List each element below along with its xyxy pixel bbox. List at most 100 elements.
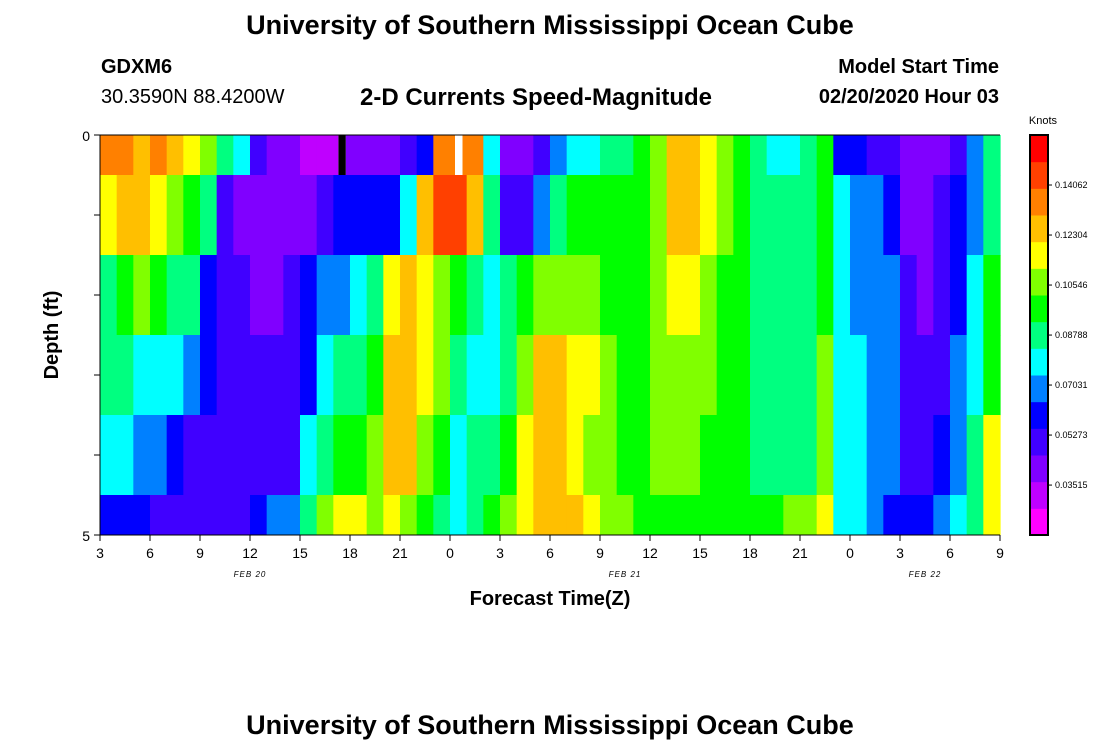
heatmap-cell <box>466 135 484 176</box>
heatmap-cell <box>283 255 301 336</box>
heatmap-cell <box>116 175 134 256</box>
heatmap-cell <box>750 175 768 256</box>
x-tick-label: 12 <box>642 545 658 561</box>
heatmap-cell <box>366 175 384 256</box>
x-tick-label: 3 <box>496 545 504 561</box>
heatmap-cell <box>383 415 401 496</box>
chart-subtitle: 2-D Currents Speed-Magnitude <box>360 84 713 111</box>
heatmap-cell <box>916 335 934 416</box>
heatmap-cell <box>333 135 339 175</box>
heatmap-cell <box>150 175 168 256</box>
heatmap-cell <box>316 255 334 336</box>
heatmap-cell <box>466 415 484 496</box>
heatmap-cell <box>833 495 851 536</box>
heatmap-cell <box>766 335 784 416</box>
heatmap-cell <box>500 335 518 416</box>
heatmap-cell <box>300 175 318 256</box>
heatmap-cell <box>983 175 1001 256</box>
heatmap-cell <box>283 415 301 496</box>
heatmap-cell <box>166 255 184 336</box>
x-tick-label: 6 <box>146 545 154 561</box>
heatmap-cell <box>850 175 868 256</box>
heatmap-cell <box>333 415 351 496</box>
colorbar-tick-label: 0.12304 <box>1055 230 1088 240</box>
heatmap-cell <box>516 335 534 416</box>
model-start-label: Model Start Time <box>838 56 999 78</box>
heatmap-cell <box>566 335 584 416</box>
heatmap-cell <box>650 495 668 536</box>
heatmap-cell <box>200 495 218 536</box>
heatmap-cell <box>516 135 534 176</box>
heatmap-cell <box>500 255 518 336</box>
heatmap-cell <box>516 175 534 256</box>
heatmap-cell <box>816 415 834 496</box>
heatmap-cell <box>733 255 751 336</box>
heatmap-cell <box>183 495 201 536</box>
heatmap-cell <box>283 175 301 256</box>
heatmap-cell <box>483 175 501 256</box>
heatmap-cell <box>683 495 701 536</box>
heatmap-cell <box>633 255 651 336</box>
heatmap-cell <box>350 495 368 536</box>
heatmap-cell <box>850 335 868 416</box>
heatmap-cell <box>250 135 268 176</box>
heatmap-cell <box>633 175 651 256</box>
heatmap-cell <box>416 335 434 416</box>
heatmap-cell <box>550 255 568 336</box>
heatmap-cell <box>183 175 201 256</box>
heatmap-cell <box>266 175 284 256</box>
heatmap-cell <box>250 175 268 256</box>
heatmap-cell <box>433 175 451 256</box>
heatmap-cell <box>916 415 934 496</box>
colorbar-segment <box>1030 428 1048 456</box>
heatmap-cell <box>550 335 568 416</box>
heatmap-cell <box>216 495 234 536</box>
heatmap-cell <box>800 255 818 336</box>
heatmap-cell <box>500 415 518 496</box>
heatmap-cell <box>916 495 934 536</box>
heatmap-cell <box>816 135 834 176</box>
heatmap-cell <box>455 135 463 176</box>
heatmap-cell <box>950 495 968 536</box>
colorbar-segment <box>1030 455 1048 483</box>
colorbar-tick-label: 0.05273 <box>1055 430 1088 440</box>
heatmap-cell <box>650 135 668 176</box>
heatmap-cell <box>966 175 984 256</box>
heatmap-cell <box>900 175 918 256</box>
heatmap-cell <box>483 415 501 496</box>
heatmap-cell <box>400 135 418 176</box>
heatmap-cell <box>383 255 401 336</box>
x-tick-label: 0 <box>446 545 454 561</box>
heatmap-cell <box>416 255 434 336</box>
colorbar-segment <box>1030 321 1048 349</box>
heatmap-cell <box>783 415 801 496</box>
heatmap-cell <box>183 415 201 496</box>
heatmap-cell <box>350 135 368 176</box>
x-tick-label: 21 <box>792 545 808 561</box>
heatmap-cell <box>366 255 384 336</box>
y-tick-label: 5 <box>82 528 90 544</box>
heatmap-cell <box>733 175 751 256</box>
heatmap-cell <box>433 335 451 416</box>
heatmap-cell <box>283 495 301 536</box>
heatmap-cell <box>116 415 134 496</box>
heatmap-cell <box>550 135 568 176</box>
heatmap-cell <box>433 495 451 536</box>
heatmap-cell <box>616 335 634 416</box>
heatmap-cell <box>200 335 218 416</box>
heatmap-cell <box>600 415 618 496</box>
station-coords: 30.3590N 88.4200W <box>101 86 285 108</box>
heatmap-cell <box>466 175 484 256</box>
heatmap-cell <box>683 415 701 496</box>
colorbar-segment <box>1030 481 1048 509</box>
heatmap-cell <box>183 255 201 336</box>
heatmap-cell <box>416 175 434 256</box>
heatmap-cell <box>483 135 501 176</box>
heatmap-cell <box>916 135 934 176</box>
x-tick-label: 12 <box>242 545 258 561</box>
heatmap-cell <box>450 415 468 496</box>
heatmap-cell <box>950 135 968 176</box>
heatmap-cell <box>566 415 584 496</box>
heatmap-cell <box>300 135 318 176</box>
